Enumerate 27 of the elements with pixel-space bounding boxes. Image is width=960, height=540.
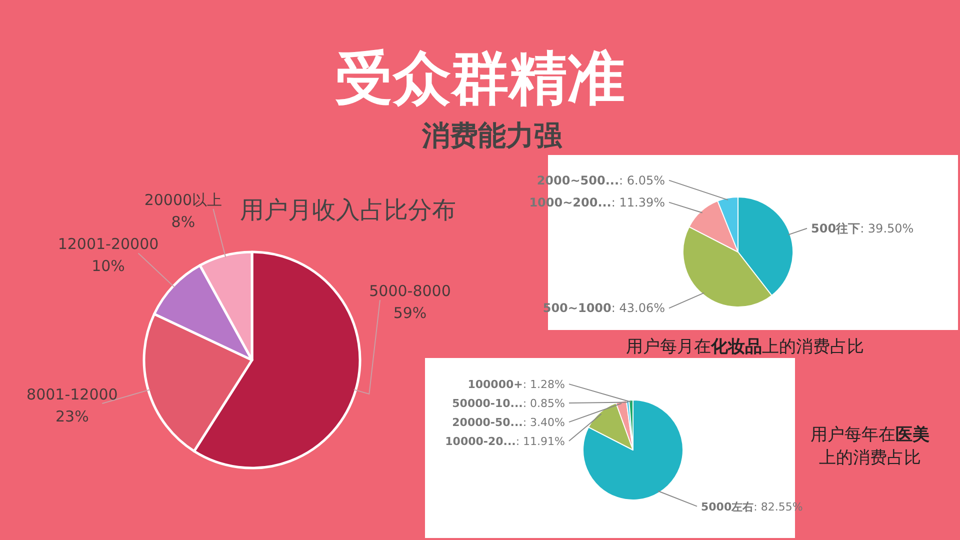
slice-label: 12001-20000 xyxy=(58,235,159,254)
slice-label: 10000-20... xyxy=(445,435,516,448)
text: 受众群精准 xyxy=(335,44,625,112)
data-label: 59% xyxy=(393,304,427,322)
text: 用户每月在化妆品上的消费占比 xyxy=(626,337,864,357)
slice-label: 100000+ xyxy=(468,378,523,392)
slice-label: 500往下 xyxy=(811,221,860,236)
text: 用户每年在医美上的消费占比 xyxy=(810,425,930,468)
data-label: : 43.06% xyxy=(611,301,665,316)
data-label: : 0.85% xyxy=(522,397,565,410)
slice-label: 20000以上 xyxy=(144,190,222,209)
data-label: 8% xyxy=(171,212,196,231)
data-label: : 1.28% xyxy=(522,378,565,392)
slice-label: 8001-12000 xyxy=(26,386,118,404)
data-label: 23% xyxy=(56,408,89,426)
data-label: : 11.91% xyxy=(516,435,565,448)
text: 消费能力强 xyxy=(421,119,563,152)
chart-title: 用户月收入占比分布 xyxy=(240,196,456,224)
slice-label: 20000-50... xyxy=(452,416,523,430)
slice-label: 5000-8000 xyxy=(369,282,451,300)
slice-label: 5000左右 xyxy=(701,500,754,514)
data-label: : 3.40% xyxy=(522,416,565,430)
slice-label: 50000-10... xyxy=(452,397,523,410)
data-label: : 39.50% xyxy=(860,221,914,236)
data-label: : 11.39% xyxy=(611,195,665,210)
data-label: : 6.05% xyxy=(619,173,665,188)
data-label: 10% xyxy=(92,257,125,276)
